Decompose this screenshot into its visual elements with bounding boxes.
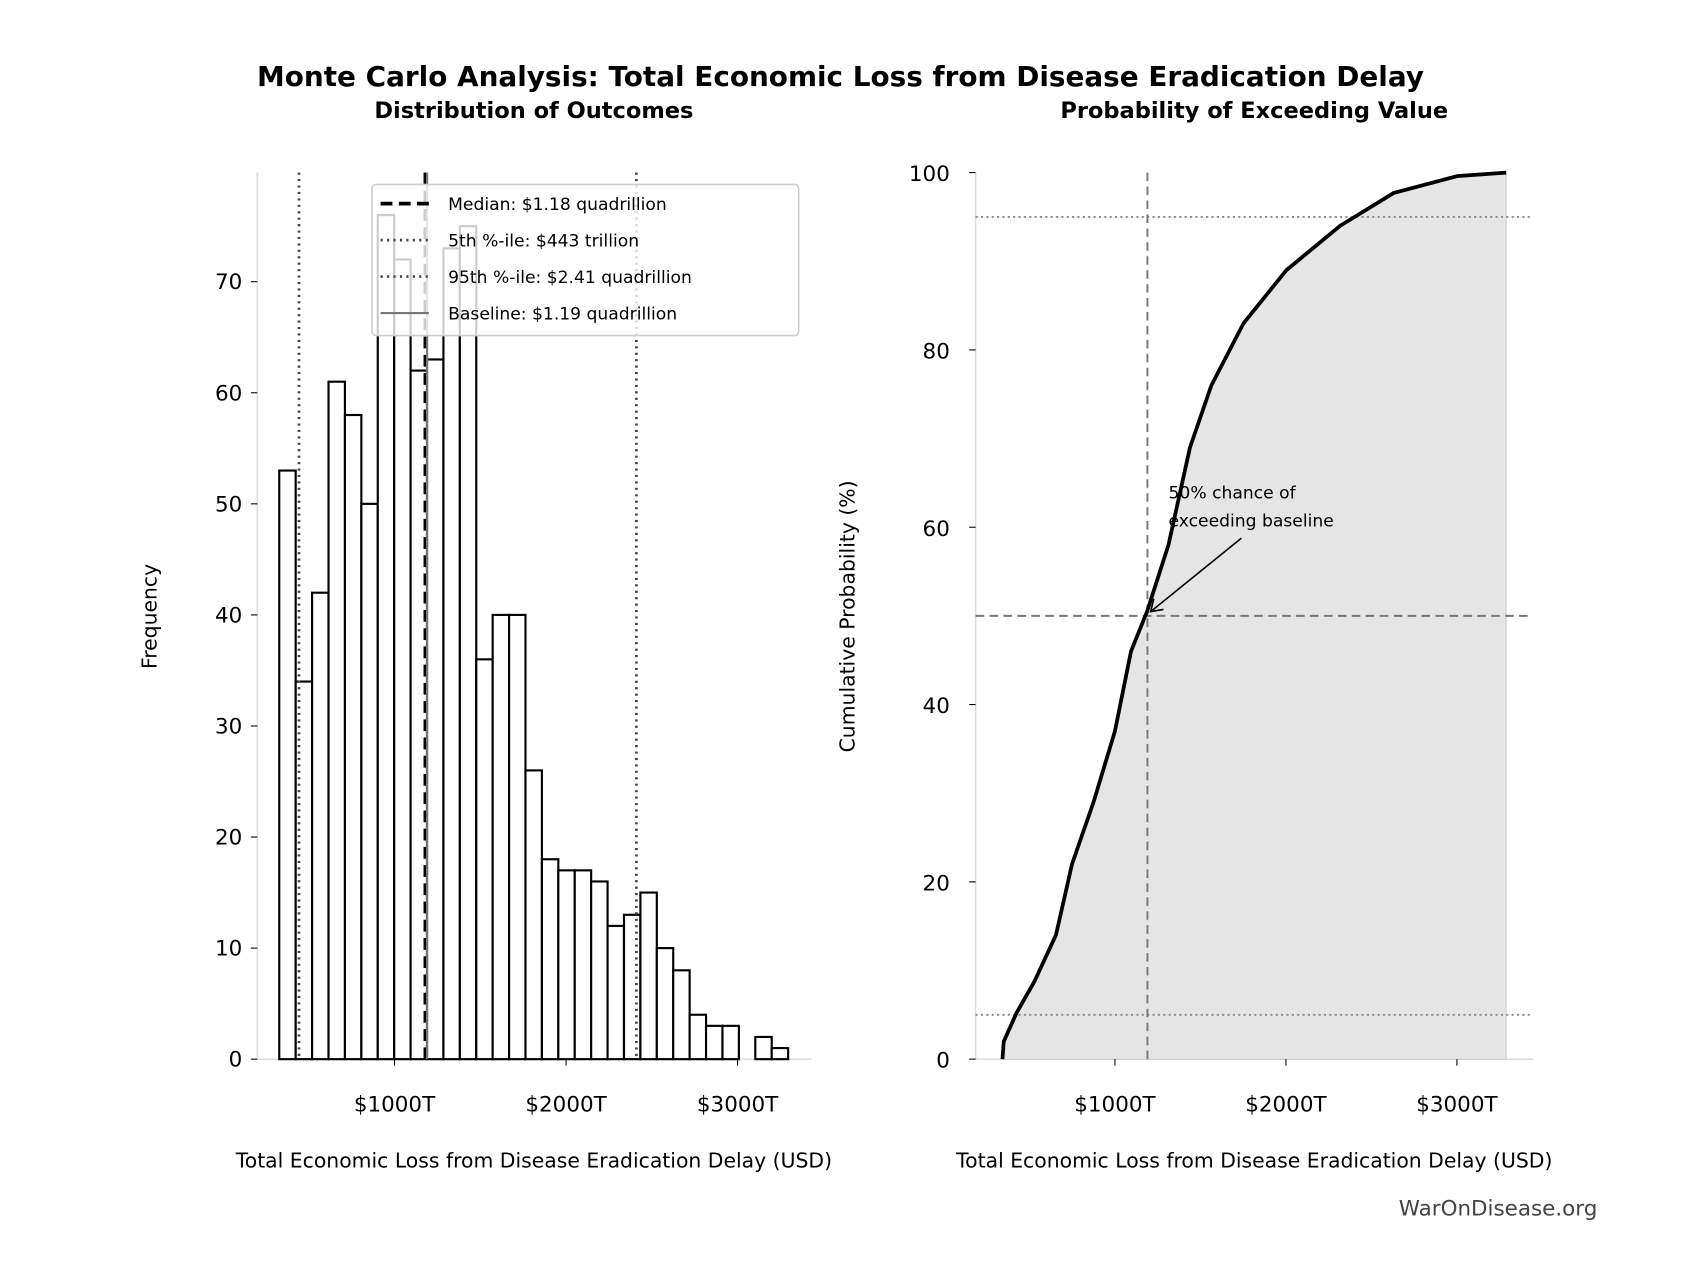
y-tick-label: 40 xyxy=(215,603,242,628)
legend-label: Baseline: $1.19 quadrillion xyxy=(448,304,677,324)
histogram-bar xyxy=(622,913,642,1061)
cdf-line xyxy=(1000,170,1507,1060)
right-subtitle: Probability of Exceeding Value xyxy=(1060,98,1448,124)
y-tick-label: 40 xyxy=(923,694,950,719)
histogram-panel: 0 10 20 30 40 50 60 70 $1000T $2000T $3000T Median:… xyxy=(215,172,812,1118)
histogram-bar xyxy=(327,380,347,1061)
y-tick-label: 100 xyxy=(909,162,950,187)
legend: Median: $1.18 quadrillion 5th %-ile: $443… xyxy=(371,183,800,337)
histogram-bar xyxy=(393,258,412,1061)
histogram-bar xyxy=(557,869,576,1061)
histogram-bar xyxy=(425,358,445,1061)
x-tick-label: $3000T xyxy=(1416,1093,1498,1118)
y-tick-label: 30 xyxy=(215,714,242,739)
histogram-bar xyxy=(704,1024,724,1061)
histogram-bar xyxy=(639,891,658,1061)
histogram-bar xyxy=(688,1013,708,1061)
x-tick-label: $2000T xyxy=(525,1093,607,1118)
cdf-panel: 0 20 40 60 80 100 $1000T $2000T $3000T 50% chance… xyxy=(909,162,1534,1118)
histogram-bar xyxy=(606,924,626,1061)
y-tick-label: 20 xyxy=(215,826,242,851)
histogram-bar xyxy=(770,1046,790,1061)
y-tick-label: 80 xyxy=(923,339,950,364)
histogram-bar xyxy=(376,214,396,1061)
histogram-bar xyxy=(508,613,527,1061)
histogram-bar xyxy=(540,858,560,1061)
legend-label: 95th %-ile: $2.41 quadrillion xyxy=(448,268,692,288)
histogram-bar xyxy=(491,613,511,1061)
y-tick-label: 60 xyxy=(923,517,950,542)
histogram-bar xyxy=(655,947,675,1061)
y-tick-label: 0 xyxy=(936,1049,950,1074)
histogram-bar xyxy=(311,591,330,1061)
histogram-bar xyxy=(442,247,461,1061)
histogram-bar xyxy=(721,1024,740,1061)
y-tick-label: 50 xyxy=(215,492,242,517)
annotation-arrow xyxy=(1150,537,1242,613)
y-tick-label: 20 xyxy=(923,871,950,896)
legend-label: Median: $1.18 quadrillion xyxy=(448,195,667,215)
left-x-axis-label: Total Economic Loss from Disease Eradica… xyxy=(235,1148,832,1172)
x-tick-label: $2000T xyxy=(1245,1093,1327,1118)
x-tick-label: $3000T xyxy=(697,1093,779,1118)
arrowhead-icon xyxy=(1149,598,1164,613)
legend-label: 5th %-ile: $443 trillion xyxy=(448,232,639,252)
right-y-axis-label: Cumulative Probability (%) xyxy=(835,480,859,752)
left-y-axis-label: Frequency xyxy=(138,564,162,669)
x-tick-label: $1000T xyxy=(1074,1093,1156,1118)
y-tick-label: 10 xyxy=(215,937,242,962)
y-tick-label: 0 xyxy=(229,1048,243,1073)
x-tick-label: $1000T xyxy=(354,1093,436,1118)
histogram-bar xyxy=(754,1035,773,1061)
histogram-bar xyxy=(475,658,494,1061)
legend-box xyxy=(371,183,800,337)
histogram-bar xyxy=(590,880,609,1061)
histogram-bar xyxy=(343,413,363,1061)
y-tick-label: 70 xyxy=(215,270,242,295)
histogram-bar xyxy=(458,225,478,1061)
annotation-text: exceeding baseline xyxy=(1169,511,1334,531)
histogram-bar xyxy=(278,469,297,1061)
histogram-bar xyxy=(360,502,379,1061)
annotation-text: 50% chance of xyxy=(1169,483,1297,503)
histogram-bar xyxy=(672,969,691,1061)
y-tick-label: 60 xyxy=(215,381,242,406)
histogram-bar xyxy=(524,769,543,1061)
figure-title: Monte Carlo Analysis: Total Economic Los… xyxy=(257,60,1424,93)
watermark: WarOnDisease.org xyxy=(1399,1197,1598,1222)
left-subtitle: Distribution of Outcomes xyxy=(374,98,693,124)
right-x-axis-label: Total Economic Loss from Disease Eradica… xyxy=(955,1148,1552,1172)
histogram-bar xyxy=(573,869,593,1061)
